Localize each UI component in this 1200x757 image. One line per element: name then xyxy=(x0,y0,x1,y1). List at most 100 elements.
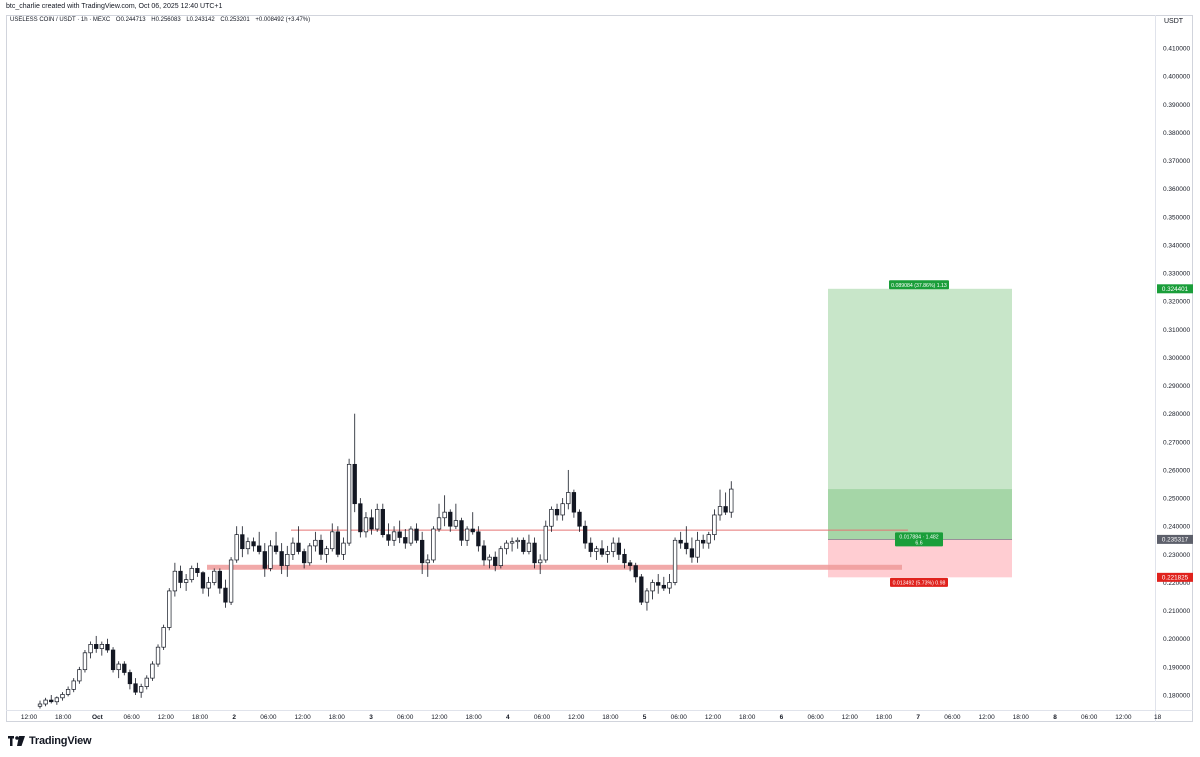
candle-down[interactable] xyxy=(279,551,284,566)
candle-down[interactable] xyxy=(532,542,537,564)
candle-down[interactable] xyxy=(656,582,661,586)
candle-down[interactable] xyxy=(701,539,706,544)
candle-down[interactable] xyxy=(448,511,453,527)
candle-up[interactable] xyxy=(425,559,430,564)
candle-down[interactable] xyxy=(678,539,683,544)
candle-down[interactable] xyxy=(262,551,267,569)
candle-down[interactable] xyxy=(335,531,341,555)
candle-up[interactable] xyxy=(408,528,414,544)
candle-up[interactable] xyxy=(212,570,217,583)
candle-down[interactable] xyxy=(481,545,487,561)
candle-up[interactable] xyxy=(167,590,172,628)
candle-up[interactable] xyxy=(667,582,672,589)
candle-down[interactable] xyxy=(588,542,593,552)
candle-up[interactable] xyxy=(644,590,650,603)
support-zone-line[interactable] xyxy=(207,564,902,570)
candle-down[interactable] xyxy=(459,520,464,541)
candle-up[interactable] xyxy=(363,517,369,533)
candle-down[interactable] xyxy=(257,545,262,552)
candle-up[interactable] xyxy=(43,699,48,705)
candle-up[interactable] xyxy=(206,582,211,589)
candle-up[interactable] xyxy=(77,669,82,682)
candle-up[interactable] xyxy=(346,463,352,544)
candle-up[interactable] xyxy=(54,697,60,703)
currency-label[interactable]: USDT xyxy=(1164,18,1184,25)
candle-down[interactable] xyxy=(639,576,644,603)
candle-down[interactable] xyxy=(200,572,206,589)
candle-up[interactable] xyxy=(99,644,104,649)
candle-up[interactable] xyxy=(560,503,565,516)
candle-up[interactable] xyxy=(330,531,335,550)
candle-up[interactable] xyxy=(88,644,93,654)
candle-up[interactable] xyxy=(234,534,239,561)
candle-down[interactable] xyxy=(352,463,357,505)
candle-down[interactable] xyxy=(94,644,99,649)
candle-down[interactable] xyxy=(251,541,256,547)
candle-up[interactable] xyxy=(498,548,503,566)
candle-down[interactable] xyxy=(223,587,228,603)
candle-down[interactable] xyxy=(195,568,200,573)
candle-up[interactable] xyxy=(672,539,678,583)
candle-down[interactable] xyxy=(633,565,638,578)
candle-down[interactable] xyxy=(369,517,374,530)
candle-up[interactable] xyxy=(341,542,346,555)
candle-down[interactable] xyxy=(622,553,627,564)
candle-up[interactable] xyxy=(442,511,447,519)
candle-up[interactable] xyxy=(509,541,515,544)
candle-down[interactable] xyxy=(110,649,116,671)
candle-down[interactable] xyxy=(318,539,324,555)
candle-up[interactable] xyxy=(172,570,178,592)
candle-down[interactable] xyxy=(127,672,133,685)
candle-down[interactable] xyxy=(358,503,363,533)
candle-up[interactable] xyxy=(391,531,397,541)
candle-up[interactable] xyxy=(464,528,470,541)
candle-up[interactable] xyxy=(313,539,318,547)
candle-up[interactable] xyxy=(650,582,655,592)
candle-up[interactable] xyxy=(504,542,509,550)
candle-down[interactable] xyxy=(273,545,279,552)
candle-down[interactable] xyxy=(599,548,605,555)
candle-down[interactable] xyxy=(616,542,622,555)
candle-up[interactable] xyxy=(65,689,71,695)
candle-down[interactable] xyxy=(420,539,425,564)
candle-up[interactable] xyxy=(436,517,442,530)
candle-down[interactable] xyxy=(240,534,245,550)
candle-down[interactable] xyxy=(521,539,526,552)
candle-down[interactable] xyxy=(105,644,110,651)
candle-up[interactable] xyxy=(487,556,492,561)
candle-up[interactable] xyxy=(566,492,571,505)
candle-up[interactable] xyxy=(150,663,155,679)
candle-down[interactable] xyxy=(689,548,695,558)
candle-up[interactable] xyxy=(695,539,700,558)
candle-down[interactable] xyxy=(386,534,391,541)
candle-down[interactable] xyxy=(301,551,307,564)
candle-up[interactable] xyxy=(155,646,161,665)
candle-down[interactable] xyxy=(571,492,577,513)
candle-down[interactable] xyxy=(122,663,127,673)
candle-down[interactable] xyxy=(414,528,419,541)
candle-up[interactable] xyxy=(161,627,166,648)
candle-up[interactable] xyxy=(431,528,436,561)
symbol-legend[interactable]: USELESS COIN / USDT · 1h · MEXC O0.24471… xyxy=(10,17,314,23)
candle-up[interactable] xyxy=(712,514,717,536)
candle-up[interactable] xyxy=(611,542,616,552)
candle-up[interactable] xyxy=(706,534,711,544)
candle-up[interactable] xyxy=(605,551,610,555)
candle-down[interactable] xyxy=(217,570,222,589)
candle-up[interactable] xyxy=(116,663,121,671)
candle-up[interactable] xyxy=(526,542,532,552)
candle-up[interactable] xyxy=(82,652,88,671)
candle-up[interactable] xyxy=(139,686,144,693)
candle-down[interactable] xyxy=(493,556,498,566)
candle-up[interactable] xyxy=(324,548,329,555)
candle-up[interactable] xyxy=(285,553,290,566)
candle-up[interactable] xyxy=(717,506,723,516)
candle-down[interactable] xyxy=(49,699,54,703)
candle-up[interactable] xyxy=(268,545,273,569)
candle-up[interactable] xyxy=(183,579,189,583)
candle-down[interactable] xyxy=(582,525,588,544)
candle-down[interactable] xyxy=(470,528,475,533)
candle-down[interactable] xyxy=(577,511,582,527)
candle-down[interactable] xyxy=(296,542,301,552)
